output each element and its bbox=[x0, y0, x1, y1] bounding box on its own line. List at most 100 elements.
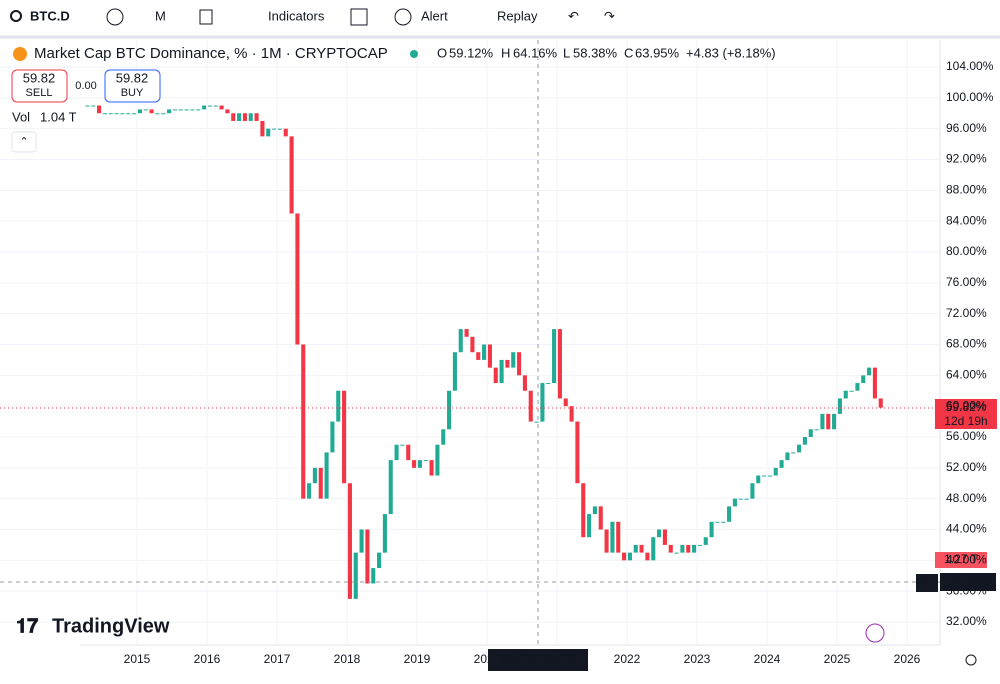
candle bbox=[458, 329, 463, 353]
sell-price[interactable]: 59.82 bbox=[23, 70, 56, 85]
search-icon[interactable] bbox=[10, 10, 22, 22]
interval[interactable]: M bbox=[155, 8, 166, 23]
candle bbox=[861, 375, 866, 384]
candle bbox=[657, 529, 662, 538]
candle bbox=[347, 483, 352, 599]
indicators[interactable]: Indicators bbox=[268, 8, 325, 23]
candle bbox=[289, 136, 294, 214]
candle bbox=[802, 437, 807, 445]
candle bbox=[744, 498, 749, 500]
alert-icon[interactable] bbox=[394, 8, 412, 26]
x-tick-label: 2018 bbox=[334, 652, 361, 666]
candle bbox=[184, 109, 189, 111]
spread: 0.00 bbox=[75, 80, 96, 92]
candle bbox=[785, 452, 790, 461]
y-tick-label: 44.00% bbox=[946, 522, 987, 536]
add-icon[interactable]: ⊕ bbox=[922, 574, 933, 589]
candle bbox=[750, 483, 755, 499]
events-icon[interactable] bbox=[865, 623, 885, 643]
legend-title: Market Cap BTC Dominance, % · 1M · CRYPT… bbox=[34, 45, 388, 62]
y-tick-label: 40.00% bbox=[946, 553, 987, 567]
redo[interactable]: ↷ bbox=[604, 8, 615, 23]
crosshair-date: Thu 01 Oct '20 bbox=[499, 652, 578, 666]
candle bbox=[732, 498, 737, 507]
sell-button[interactable] bbox=[11, 69, 68, 103]
candle bbox=[721, 521, 726, 523]
candle bbox=[353, 552, 358, 599]
candle bbox=[231, 113, 236, 121]
alert[interactable]: Alert bbox=[421, 8, 448, 23]
candle bbox=[522, 375, 527, 391]
buy-price[interactable]: 59.82 bbox=[116, 70, 149, 85]
candle bbox=[342, 390, 347, 484]
candle bbox=[482, 344, 487, 360]
y-tick-label: 96.00% bbox=[946, 121, 987, 135]
x-tick-label: 2025 bbox=[824, 652, 851, 666]
price-tag bbox=[935, 399, 997, 429]
y-tick-label: 88.00% bbox=[946, 183, 987, 197]
candle bbox=[476, 352, 481, 360]
candle bbox=[832, 413, 837, 430]
chart-type[interactable] bbox=[199, 9, 213, 25]
candle bbox=[167, 109, 172, 114]
candle bbox=[417, 460, 422, 468]
candle bbox=[423, 460, 428, 462]
buy-label[interactable]: BUY bbox=[121, 87, 144, 99]
candle bbox=[190, 109, 195, 111]
buy-button[interactable] bbox=[104, 69, 161, 103]
candle bbox=[365, 529, 370, 584]
candle bbox=[295, 213, 300, 345]
replay[interactable]: Replay bbox=[497, 8, 538, 23]
candle bbox=[377, 552, 382, 569]
candle bbox=[248, 113, 253, 121]
candle bbox=[610, 521, 615, 553]
add-symbol[interactable] bbox=[106, 8, 124, 26]
y-tick-label: 84.00% bbox=[946, 213, 987, 227]
candle bbox=[499, 359, 504, 384]
legend-l: L bbox=[563, 45, 570, 60]
candle bbox=[837, 398, 842, 414]
candle bbox=[312, 467, 317, 484]
candle bbox=[779, 460, 784, 468]
volume-tag bbox=[935, 552, 987, 568]
y-tick-label: 104.00% bbox=[946, 59, 994, 73]
y-tick-label: 68.00% bbox=[946, 337, 987, 351]
logo-mark: 𝟏𝟕 bbox=[16, 615, 38, 637]
y-tick-label: 76.00% bbox=[946, 275, 987, 289]
candle bbox=[645, 552, 650, 561]
candle bbox=[178, 109, 183, 111]
candle bbox=[277, 128, 282, 130]
candle bbox=[108, 113, 113, 115]
candle bbox=[709, 521, 714, 538]
candle bbox=[878, 398, 883, 408]
y-tick-label: 32.00% bbox=[946, 614, 987, 628]
collapse-icon[interactable]: ⌃ bbox=[19, 136, 28, 148]
coin-icon bbox=[13, 47, 27, 61]
candle bbox=[143, 109, 148, 111]
legend-o: O bbox=[437, 45, 447, 60]
candle bbox=[307, 483, 312, 499]
candle bbox=[563, 398, 568, 407]
candle bbox=[429, 460, 434, 476]
candle bbox=[114, 113, 119, 115]
crosshair-date-tag bbox=[488, 649, 588, 671]
candle bbox=[120, 113, 125, 115]
add-button[interactable] bbox=[916, 574, 938, 592]
candle bbox=[260, 120, 265, 137]
x-tick-label: 2019 bbox=[404, 652, 431, 666]
undo[interactable]: ↶ bbox=[568, 8, 579, 23]
vol-label: Vol bbox=[12, 109, 30, 124]
candle bbox=[400, 444, 405, 446]
symbol[interactable]: BTC.D bbox=[30, 8, 70, 23]
candle bbox=[680, 544, 685, 553]
candle bbox=[470, 336, 475, 353]
layouts[interactable] bbox=[350, 8, 368, 26]
collapse-legend[interactable] bbox=[11, 131, 37, 153]
vol-value: 1.04 T bbox=[40, 109, 77, 124]
legend-c: C bbox=[624, 45, 633, 60]
settings-icon[interactable] bbox=[965, 654, 977, 666]
candle bbox=[266, 128, 271, 137]
candle bbox=[406, 444, 411, 461]
sell-label[interactable]: SELL bbox=[26, 87, 53, 99]
